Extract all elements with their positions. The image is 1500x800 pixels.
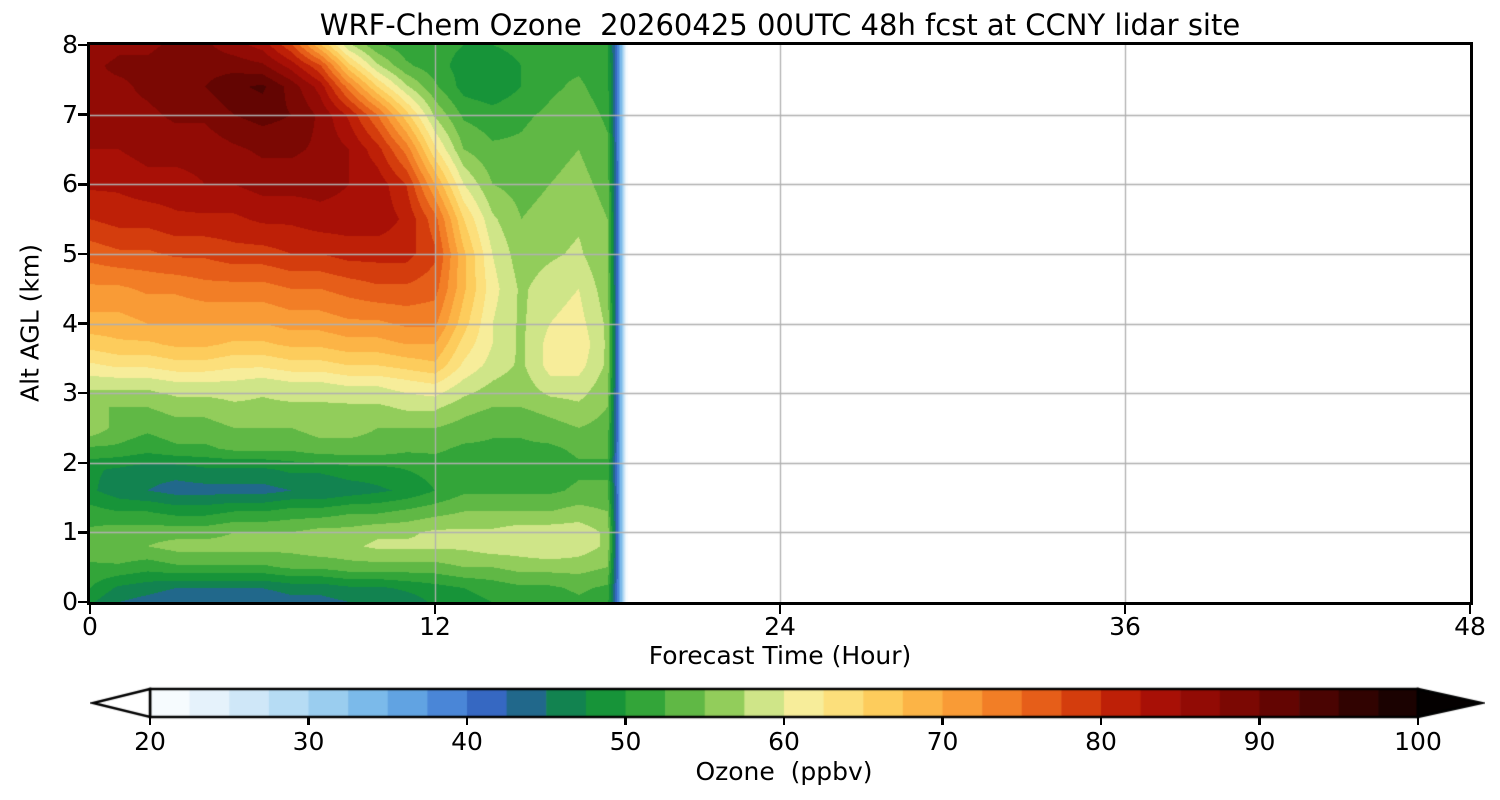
- chart-title: WRF-Chem Ozone 20260425 00UTC 48h fcst a…: [319, 8, 1241, 42]
- y-tick-mark: [78, 322, 87, 325]
- colorbar-canvas: [90, 686, 1485, 722]
- x-axis-label: Forecast Time (Hour): [648, 641, 912, 670]
- x-tick-mark: [1123, 605, 1127, 614]
- x-tick-label: 0: [82, 612, 98, 641]
- colorbar-tick-mark: [1258, 717, 1261, 725]
- colorbar-tick-mark: [1099, 717, 1103, 725]
- x-tick-mark: [433, 605, 437, 614]
- x-tick-label: 12: [419, 612, 451, 641]
- colorbar-tick-mark: [465, 717, 469, 725]
- y-tick-label: 2: [62, 447, 78, 477]
- y-tick-label: 6: [62, 169, 78, 199]
- y-tick-label: 7: [62, 99, 78, 129]
- y-tick-label: 3: [62, 378, 78, 408]
- y-tick-mark: [78, 600, 87, 604]
- colorbar-tick-label: 40: [451, 727, 483, 756]
- y-tick-mark: [78, 252, 87, 256]
- colorbar-tick-mark: [941, 717, 944, 725]
- colorbar-tick-label: 70: [926, 727, 959, 756]
- colorbar-tick-label: 80: [1085, 727, 1117, 756]
- y-tick-mark: [78, 183, 87, 186]
- colorbar-tick-label: 90: [1243, 727, 1276, 756]
- x-tick-label: 48: [1454, 612, 1486, 641]
- colorbar-tick-mark: [782, 717, 786, 725]
- y-tick-label: 5: [62, 238, 78, 268]
- x-tick-mark: [1468, 605, 1472, 614]
- y-tick-label: 8: [62, 30, 78, 59]
- y-tick-mark: [78, 391, 87, 395]
- colorbar-tick-label: 50: [609, 727, 642, 756]
- colorbar-tick-label: 100: [1394, 727, 1442, 756]
- y-tick-mark: [78, 113, 87, 116]
- y-tick-mark: [78, 531, 87, 534]
- colorbar-tick-mark: [1416, 717, 1420, 725]
- y-tick-mark: [78, 461, 87, 464]
- colorbar-tick-mark: [307, 717, 310, 725]
- colorbar-tick-label: 20: [134, 727, 166, 756]
- y-tick-label: 4: [62, 308, 78, 338]
- colorbar-tick-label: 60: [768, 727, 800, 756]
- contour-plot-canvas: [90, 45, 1470, 602]
- x-tick-mark: [88, 605, 92, 614]
- y-tick-label: 1: [62, 517, 78, 547]
- y-tick-mark: [78, 43, 87, 47]
- colorbar-tick-label: 30: [292, 727, 325, 756]
- y-tick-label: 0: [62, 587, 78, 616]
- colorbar-label: Ozone (ppbv): [695, 757, 873, 786]
- colorbar-tick-mark: [148, 717, 152, 725]
- x-tick-label: 36: [1109, 612, 1141, 641]
- x-tick-mark: [778, 605, 782, 614]
- x-tick-label: 24: [764, 612, 796, 641]
- colorbar-tick-mark: [624, 717, 627, 725]
